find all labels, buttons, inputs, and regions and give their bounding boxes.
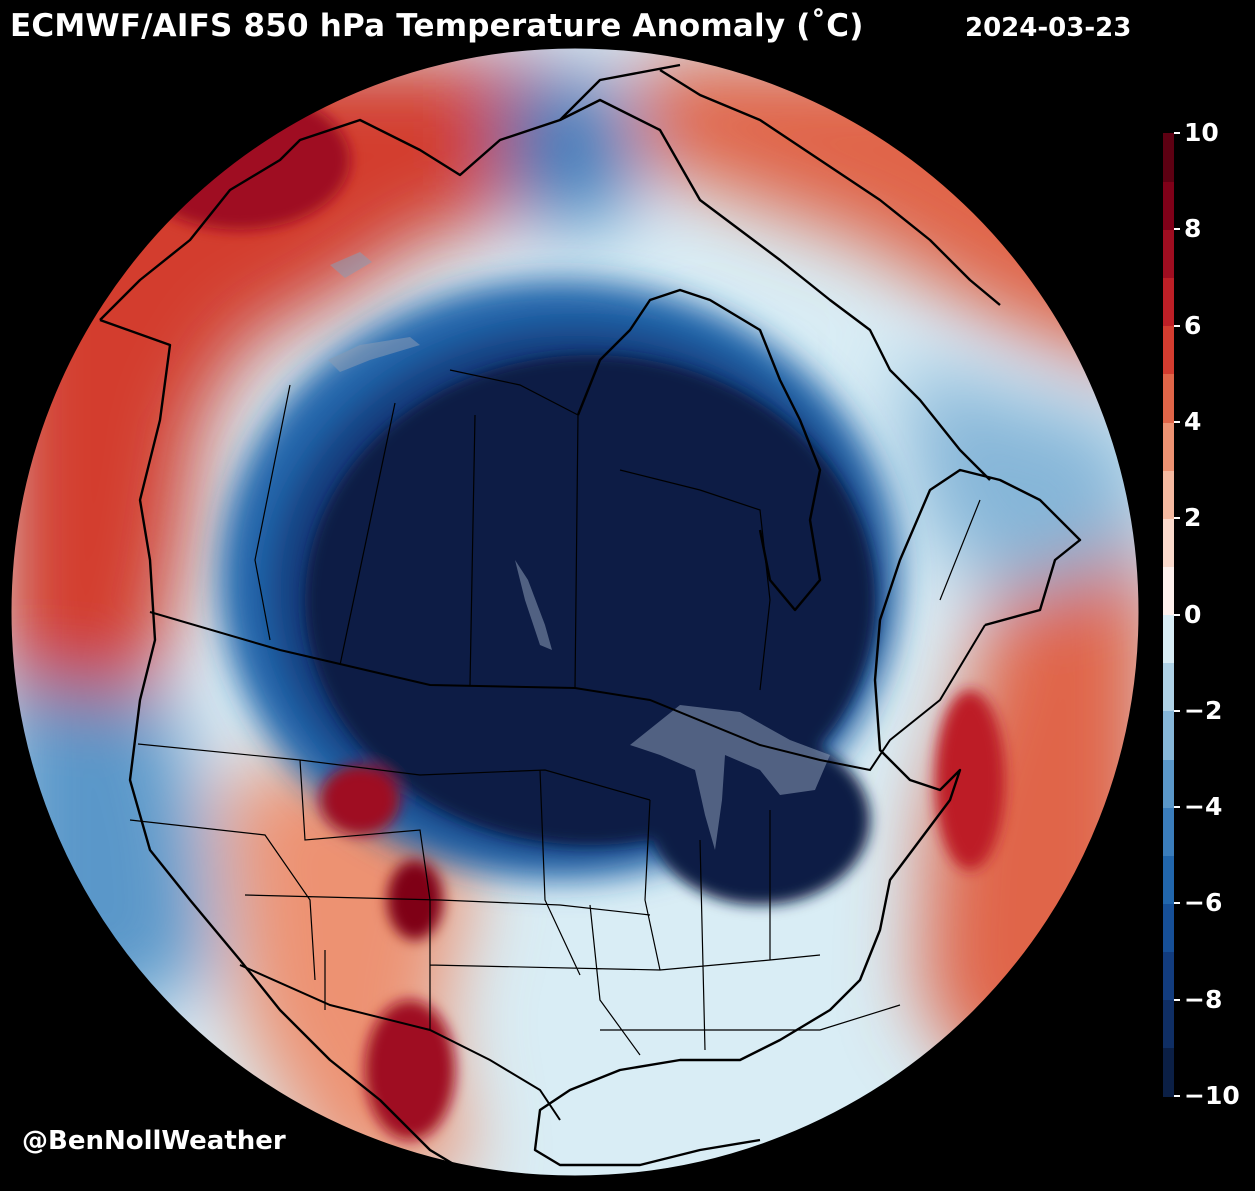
- hudson-bay-coastline: [576, 288, 822, 612]
- colorbar-tick-mark: [1174, 228, 1180, 231]
- colorbar-tick-label: −4: [1184, 792, 1223, 822]
- globe-outline: [10, 47, 1140, 1177]
- colorbar-segment: [1163, 470, 1174, 519]
- colorbar-segment: [1163, 566, 1174, 616]
- colorbar-tick-mark: [1174, 902, 1180, 905]
- colorbar-segment: [1163, 758, 1174, 808]
- arctic-coastline: [559, 68, 1001, 481]
- great-slave-lake: [328, 337, 420, 372]
- colorbar-tick-mark: [1174, 517, 1180, 520]
- colorbar-segment: [1163, 951, 1174, 1001]
- colorbar-tick-label: −8: [1184, 984, 1223, 1014]
- anomaly-globe-map: [10, 47, 1140, 1177]
- cool-hudson-strait: [500, 80, 640, 230]
- province-boundaries: [254, 369, 981, 691]
- pacific-coastline: [99, 318, 481, 1176]
- colorbar-tick-mark: [1174, 420, 1180, 423]
- colorbar-tick-label: −2: [1184, 695, 1223, 725]
- colorbar-tick-label: 2: [1184, 503, 1202, 533]
- colorbar-tick-mark: [1174, 998, 1180, 1001]
- colorbar-tick-mark: [1174, 324, 1180, 327]
- colorbar-tick-label: 0: [1184, 599, 1202, 629]
- colorbar-segment: [1163, 518, 1174, 567]
- colorbar-segment: [1163, 614, 1174, 664]
- colorbar-segment: [1163, 1047, 1174, 1097]
- map-title: ECMWF/AIFS 850 hPa Temperature Anomaly (…: [10, 8, 864, 44]
- state-boundaries: [129, 743, 901, 1056]
- lake-winnipeg: [515, 560, 552, 650]
- colorbar-legend: [1163, 133, 1174, 1097]
- colorbar-tick-mark: [1174, 613, 1180, 616]
- colorbar-tick-mark: [1174, 1095, 1180, 1097]
- colorbar-segment: [1163, 421, 1174, 471]
- colorbar-segment: [1163, 662, 1174, 712]
- colorbar-tick-label: 6: [1184, 310, 1202, 340]
- colorbar-segment: [1163, 807, 1174, 856]
- colorbar-tick-mark: [1174, 709, 1180, 712]
- colorbar-tick-mark: [1174, 132, 1180, 134]
- colorbar-segment: [1163, 133, 1174, 182]
- warm-spot-wyoming: [320, 765, 400, 835]
- atlantic-coastline: [533, 468, 1082, 1167]
- colorbar-tick-label: 4: [1184, 406, 1202, 436]
- colorbar-segment: [1163, 181, 1174, 230]
- colorbar-segment: [1163, 710, 1174, 760]
- colorbar-segment: [1163, 325, 1174, 375]
- colorbar-tick-label: 8: [1184, 214, 1202, 244]
- colorbar-tick-label: −10: [1184, 1081, 1240, 1110]
- valid-date: 2024-03-23: [965, 13, 1132, 43]
- colorbar-segment: [1163, 229, 1174, 279]
- colorbar-tick-label: 10: [1184, 118, 1219, 147]
- colorbar-segment: [1163, 999, 1174, 1049]
- warm-spot-atlantic: [935, 690, 1005, 870]
- warm-spot-colorado: [387, 860, 443, 940]
- author-credit: @BenNollWeather: [22, 1126, 286, 1156]
- colorbar-segment: [1163, 373, 1174, 423]
- colorbar-tick-label: −6: [1184, 888, 1223, 918]
- colorbar-segment: [1163, 903, 1174, 953]
- colorbar-tick-mark: [1174, 806, 1180, 809]
- colorbar-segment: [1163, 277, 1174, 327]
- great-lakes: [630, 705, 830, 850]
- us-mexico-border: [239, 964, 561, 1121]
- warm-spot-mexico: [365, 1000, 455, 1140]
- great-bear-lake: [330, 252, 372, 278]
- colorbar-segment: [1163, 855, 1174, 904]
- canada-us-border: [149, 611, 986, 772]
